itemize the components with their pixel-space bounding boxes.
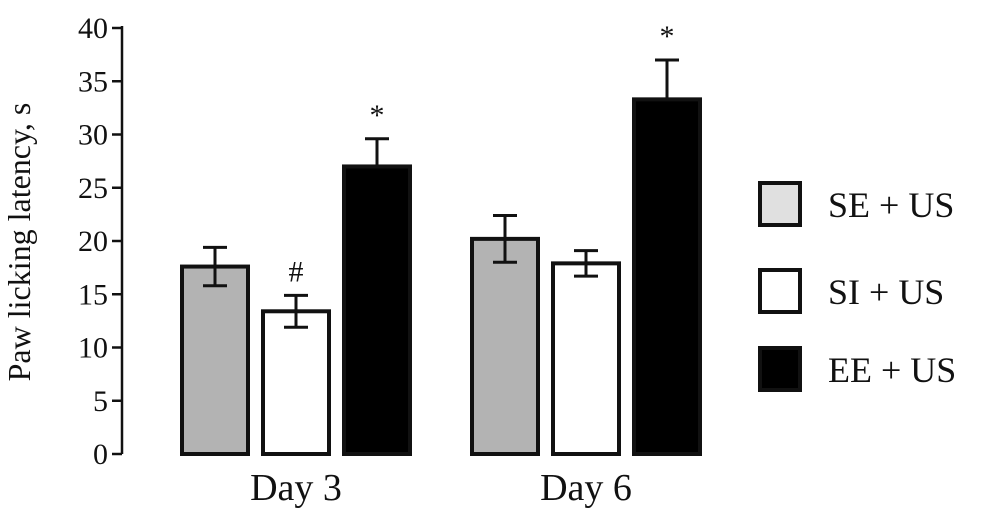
bar	[632, 97, 702, 456]
legend-swatch	[758, 268, 802, 314]
legend-label: SI + US	[828, 272, 944, 312]
bar	[342, 164, 412, 456]
legend-label: EE + US	[828, 350, 956, 390]
bars: # * *	[180, 20, 702, 457]
legend-swatch	[758, 181, 802, 227]
significance-mark: *	[660, 20, 675, 53]
y-tick-label: 35	[78, 65, 108, 98]
y-tick-label: 15	[78, 278, 108, 311]
y-tick-label: 5	[93, 385, 108, 418]
legend-swatch	[758, 346, 802, 392]
y-axis-label: Paw licking latency, s	[1, 103, 37, 382]
bar	[180, 264, 250, 456]
bar	[470, 236, 540, 456]
y-axis: 0 5 10 15 20 25 30 35 40	[78, 12, 124, 471]
y-tick-label: 20	[78, 225, 108, 258]
significance-mark: *	[370, 99, 385, 132]
bar	[551, 261, 621, 456]
x-tick-label: Day 3	[250, 467, 342, 509]
legend-label: SE + US	[828, 185, 954, 225]
y-tick-label: 10	[78, 332, 108, 365]
x-tick-label: Day 6	[540, 467, 632, 509]
y-tick-label: 0	[93, 438, 108, 471]
bar	[261, 309, 331, 457]
legend: SE + US SI + US EE + US	[758, 181, 956, 392]
y-tick-label: 40	[78, 12, 108, 45]
y-tick-label: 30	[78, 119, 108, 152]
category-labels: Day 3 Day 6	[250, 467, 632, 509]
y-tick-label: 25	[78, 172, 108, 205]
significance-mark: #	[289, 255, 304, 288]
